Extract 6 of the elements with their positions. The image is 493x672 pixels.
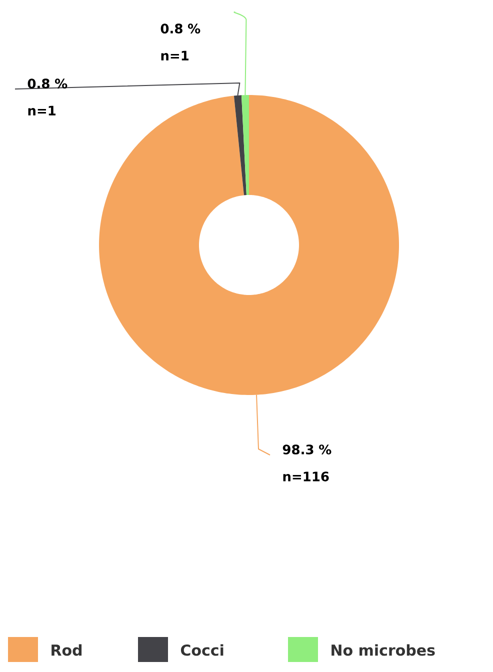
legend-label: Rod <box>52 644 82 656</box>
text: 98.3 % n=116 <box>282 444 332 482</box>
legend-label: No microbes <box>332 644 435 656</box>
text: 0.8 % n=1 <box>160 24 200 60</box>
text: 0.8 % n=1 <box>28 78 68 116</box>
legend-label: Cocci <box>180 644 224 656</box>
